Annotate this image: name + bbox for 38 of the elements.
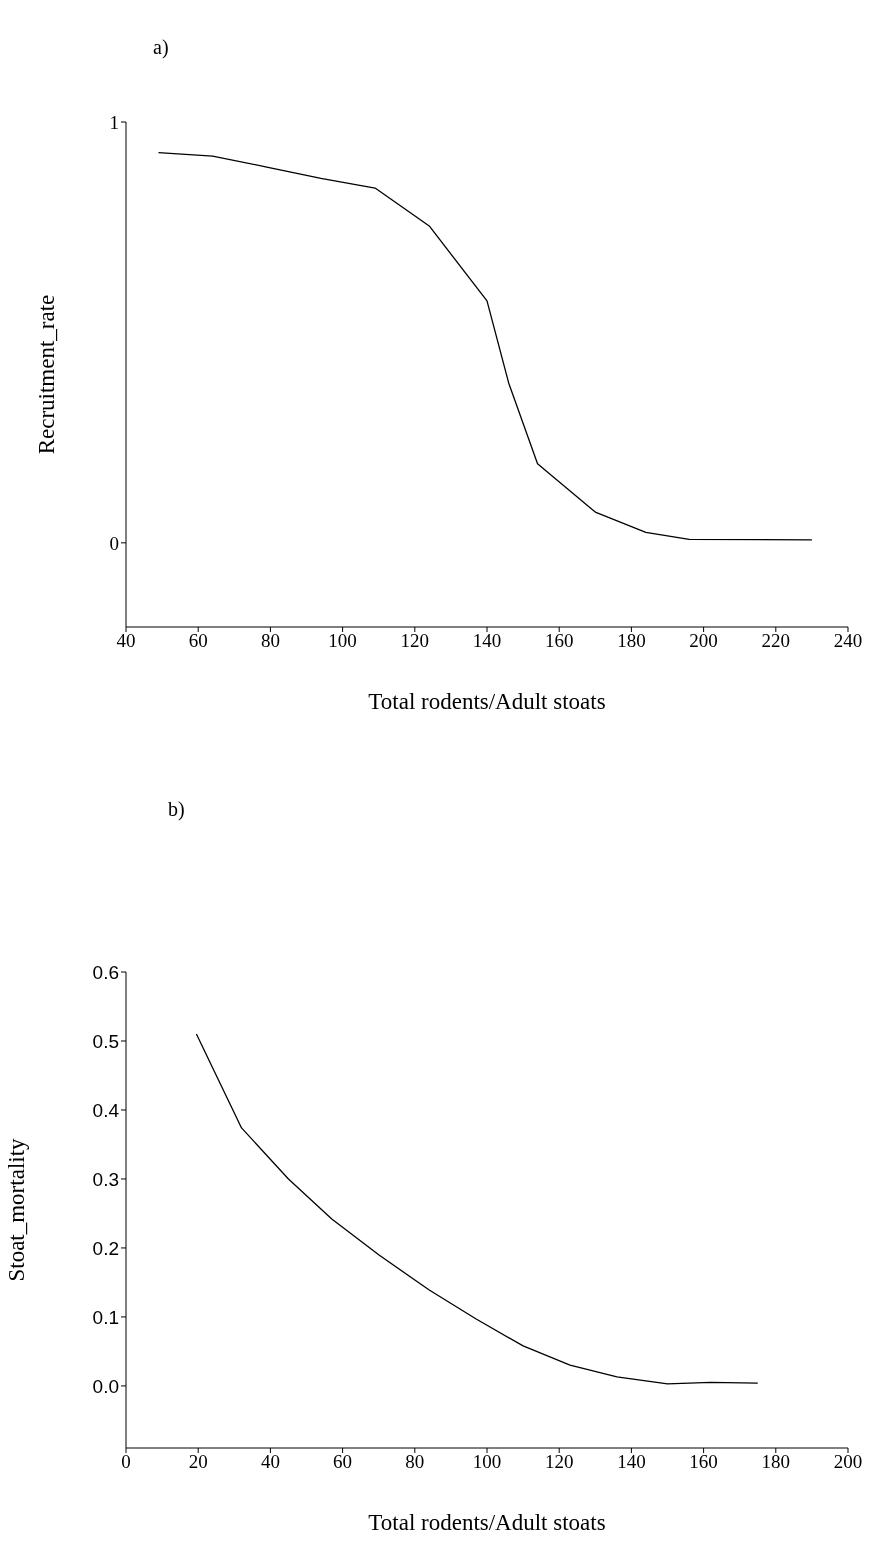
x-tick-label: 140: [472, 630, 502, 652]
x-tick-label: 120: [544, 1451, 574, 1473]
y-tick-label: 0.0: [92, 1375, 119, 1397]
y-tick-label: 0.2: [92, 1237, 119, 1259]
x-tick-label: 180: [617, 630, 646, 652]
x-tick-label: 140: [617, 1451, 646, 1473]
x-tick-label: 200: [689, 630, 718, 652]
x-tick-label: 20: [188, 1451, 208, 1473]
x-tick-label: 60: [188, 630, 208, 652]
y-tick-label: 0.5: [92, 1030, 119, 1052]
x-tick-label: 60: [333, 1451, 353, 1473]
x-axis-title: Total rodents/Adult stoats: [368, 689, 606, 714]
x-tick-label: 200: [833, 1451, 863, 1473]
y-tick-label: 1: [109, 111, 119, 133]
y-axis-title: Stoat_mortality: [4, 1137, 30, 1282]
x-tick-label: 80: [260, 630, 280, 652]
x-tick-label: 160: [544, 630, 574, 652]
x-tick-label: 100: [472, 1451, 502, 1473]
x-tick-label: 180: [761, 1451, 791, 1473]
x-tick-label: 120: [400, 630, 430, 652]
y-tick-label: 0.6: [92, 961, 119, 983]
x-tick-label: 40: [116, 630, 136, 652]
chart-title: a): [153, 36, 169, 59]
x-tick-label: 100: [328, 630, 357, 652]
x-tick-label: 40: [260, 1451, 280, 1473]
y-tick-label: 0.4: [92, 1099, 120, 1121]
chart-title: b): [168, 798, 185, 821]
line-series: [195, 1033, 759, 1385]
y-axis-title: Recruitment_rate: [34, 294, 60, 455]
y-tick-label: 0: [109, 532, 119, 554]
x-axis-title: Total rodents/Adult stoats: [368, 1510, 606, 1535]
y-tick-label: 0.3: [92, 1168, 119, 1190]
x-tick-label: 80: [405, 1451, 425, 1473]
x-tick-label: 160: [689, 1451, 718, 1473]
x-tick-label: 240: [833, 630, 863, 652]
y-tick-label: 0.1: [92, 1306, 119, 1328]
line-series: [157, 152, 813, 541]
x-tick-label: 220: [761, 630, 791, 652]
